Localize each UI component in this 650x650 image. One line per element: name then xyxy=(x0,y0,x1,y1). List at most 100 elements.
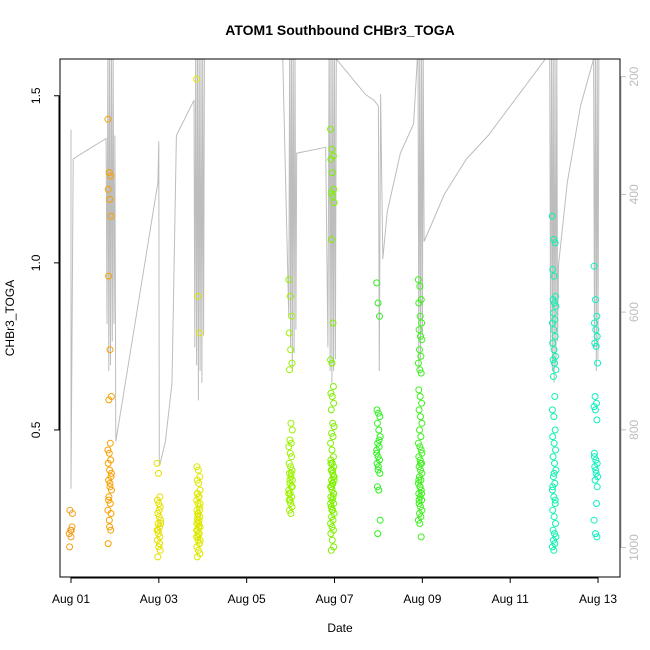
data-point xyxy=(551,359,558,367)
flight-group-8 xyxy=(548,212,560,554)
data-point xyxy=(550,493,558,501)
data-point xyxy=(327,125,335,133)
x-tick-label: Aug 13 xyxy=(579,592,617,606)
data-point xyxy=(593,533,601,541)
data-point xyxy=(549,536,557,544)
x-tick-label: Aug 11 xyxy=(492,592,529,606)
data-point xyxy=(416,426,423,434)
data-point xyxy=(327,406,335,414)
data-point xyxy=(328,359,336,367)
data-point xyxy=(551,530,558,538)
data-point xyxy=(154,520,162,527)
data-point xyxy=(105,493,113,501)
data-point xyxy=(416,493,424,501)
data-point xyxy=(416,312,424,320)
data-point xyxy=(328,476,336,484)
data-point xyxy=(590,319,598,327)
flight-group-7 xyxy=(414,276,426,541)
data-point xyxy=(107,486,115,494)
y-tick-label: 1.0 xyxy=(29,254,43,271)
data-point xyxy=(286,476,294,484)
data-point xyxy=(327,503,335,511)
data-point xyxy=(195,329,203,337)
data-point xyxy=(414,479,422,487)
data-point xyxy=(155,469,162,477)
data-point xyxy=(106,483,114,491)
data-point xyxy=(416,443,424,451)
data-point xyxy=(104,446,112,454)
data-point xyxy=(552,446,559,454)
data-point xyxy=(287,510,295,517)
data-point xyxy=(416,456,424,464)
data-point xyxy=(417,459,424,467)
data-point xyxy=(154,526,162,534)
data-point xyxy=(107,469,115,477)
data-point xyxy=(193,506,201,514)
data-point xyxy=(329,192,337,200)
data-point xyxy=(328,523,336,531)
data-point xyxy=(105,516,113,524)
data-point xyxy=(374,299,382,307)
data-point xyxy=(288,359,296,367)
data-point xyxy=(105,476,113,484)
axes-layer: Aug 01 Aug 03 Aug 05 Aug 07 Aug 09 Aug 11 Aug … xyxy=(29,66,641,606)
y-tick-label: 0.5 xyxy=(29,421,43,438)
data-point xyxy=(327,546,335,554)
data-point xyxy=(328,236,336,243)
data-point xyxy=(104,115,112,123)
data-point xyxy=(194,466,202,474)
data-point xyxy=(593,416,601,424)
data-point xyxy=(416,393,424,400)
data-point xyxy=(288,483,296,491)
data-point xyxy=(376,516,384,524)
data-point xyxy=(330,490,338,497)
data-point xyxy=(287,463,295,471)
data-point xyxy=(417,466,424,474)
data-point xyxy=(330,199,338,207)
data-point xyxy=(417,433,425,441)
data-point xyxy=(416,483,424,491)
data-point xyxy=(548,319,556,327)
data-point xyxy=(285,443,293,451)
data-point xyxy=(376,433,384,441)
data-point xyxy=(329,319,337,327)
data-point xyxy=(66,506,74,514)
data-point xyxy=(105,169,113,177)
data-point xyxy=(329,419,337,427)
data-point xyxy=(376,312,383,320)
data-point xyxy=(592,530,599,538)
data-point xyxy=(551,393,559,400)
data-point xyxy=(327,356,335,364)
data-point xyxy=(552,302,560,310)
data-point xyxy=(195,479,203,487)
data-point xyxy=(155,500,163,507)
data-point xyxy=(551,496,559,504)
data-point xyxy=(418,336,426,344)
data-point xyxy=(107,212,115,220)
data-point xyxy=(155,530,162,538)
secondary-tick-label: 200 xyxy=(627,66,641,86)
data-point xyxy=(374,453,382,461)
data-point xyxy=(193,490,201,497)
data-point xyxy=(327,500,335,507)
data-point xyxy=(107,172,115,180)
data-point xyxy=(288,426,296,434)
data-point xyxy=(548,486,556,494)
data-point xyxy=(286,449,294,457)
data-point xyxy=(590,453,598,461)
data-point xyxy=(154,510,162,517)
data-point xyxy=(154,553,162,561)
data-point xyxy=(196,536,204,544)
secondary-tick-label: 400 xyxy=(627,184,641,204)
data-point xyxy=(329,466,337,474)
data-point xyxy=(414,359,422,367)
data-point xyxy=(374,439,382,447)
flight-group-4 xyxy=(285,276,296,517)
flight-group-9 xyxy=(590,262,602,541)
data-point xyxy=(418,399,426,407)
data-point xyxy=(373,406,381,414)
data-point xyxy=(286,366,293,374)
data-point xyxy=(417,369,425,377)
data-point xyxy=(328,393,336,400)
data-point xyxy=(195,540,203,548)
